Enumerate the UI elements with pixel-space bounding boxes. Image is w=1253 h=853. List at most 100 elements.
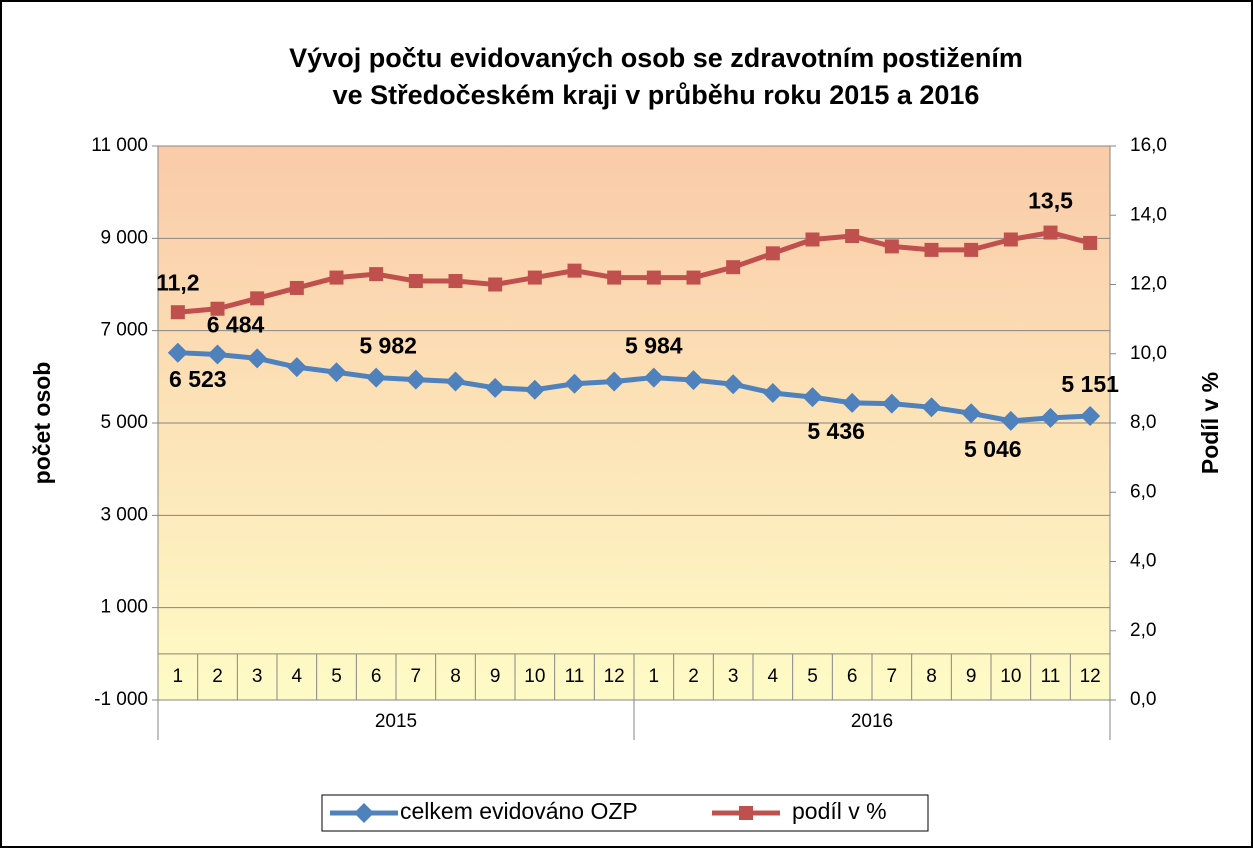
x-tick-label: 5 <box>331 666 342 687</box>
y-tick-label: 1 000 <box>100 597 148 618</box>
point <box>686 270 701 285</box>
chart-title: ve Středočeském kraji v průběhu roku 201… <box>333 80 980 110</box>
point <box>723 374 744 395</box>
point <box>643 367 664 388</box>
point <box>286 357 307 378</box>
point <box>564 373 585 394</box>
point <box>1003 232 1018 247</box>
point <box>247 348 268 369</box>
y-tick-label: -1 000 <box>94 689 148 710</box>
point <box>964 242 979 257</box>
point <box>527 270 542 285</box>
point <box>604 371 625 392</box>
y-tick-label: 9 000 <box>100 227 148 248</box>
point <box>567 263 582 278</box>
point <box>842 392 863 413</box>
data-label: 5 982 <box>359 333 417 359</box>
x-tick-label: 10 <box>1000 666 1021 687</box>
point <box>961 403 982 424</box>
y-tick-label: 3 000 <box>100 504 148 525</box>
y2-tick-label: 4,0 <box>1130 551 1156 572</box>
x-tick-label: 6 <box>371 666 382 687</box>
x-tick-label: 7 <box>887 666 898 687</box>
point <box>845 229 860 244</box>
point <box>607 270 622 285</box>
point <box>726 260 741 275</box>
x-tick-label: 11 <box>1041 666 1061 687</box>
x-tick-label: 6 <box>847 666 858 687</box>
legend-marker <box>354 803 374 823</box>
data-label: 11,2 <box>156 269 200 295</box>
point <box>448 274 463 289</box>
x-tick-label: 7 <box>411 666 422 687</box>
point <box>1043 225 1058 240</box>
data-label: 6 484 <box>207 312 265 338</box>
point <box>369 267 384 282</box>
x-tick-label: 11 <box>565 666 585 687</box>
point <box>762 382 783 403</box>
group-label: 2015 <box>375 711 417 732</box>
x-tick-label: 12 <box>604 666 625 687</box>
y-tick-label: 5 000 <box>100 412 148 433</box>
y2-axis-title: Podíl v % <box>1197 372 1223 474</box>
x-tick-label: 12 <box>1080 666 1101 687</box>
point <box>805 232 820 247</box>
point <box>765 246 780 261</box>
point <box>210 301 225 316</box>
x-tick-label: 4 <box>292 666 303 687</box>
point <box>1083 235 1098 250</box>
point <box>207 344 228 365</box>
x-tick-label: 8 <box>450 666 461 687</box>
legend-label: celkem evidováno OZP <box>400 798 638 824</box>
legend-marker <box>739 806 753 820</box>
point <box>683 370 704 391</box>
point <box>170 305 185 320</box>
y2-tick-label: 6,0 <box>1130 481 1156 502</box>
point <box>289 280 304 295</box>
point <box>1080 406 1101 427</box>
point <box>524 379 545 400</box>
y2-tick-label: 10,0 <box>1130 343 1167 364</box>
point <box>250 291 265 306</box>
chart-title: Vývoj počtu evidovaných osob se zdravotn… <box>289 43 1023 73</box>
point <box>881 393 902 414</box>
data-label: 5 436 <box>807 418 865 444</box>
x-tick-label: 9 <box>490 666 501 687</box>
point <box>488 277 503 292</box>
x-tick-label: 2 <box>688 666 699 687</box>
y-axis-title: počet osob <box>29 362 55 485</box>
point <box>408 274 423 289</box>
point <box>1000 410 1021 431</box>
point <box>924 242 939 257</box>
data-label: 6 523 <box>169 366 227 392</box>
legend-label: podíl v % <box>792 798 887 824</box>
x-tick-label: 2 <box>212 666 223 687</box>
y2-tick-label: 8,0 <box>1130 412 1156 433</box>
x-tick-label: 8 <box>926 666 937 687</box>
point <box>921 397 942 418</box>
data-label: 5 151 <box>1061 371 1119 397</box>
y2-tick-label: 2,0 <box>1130 620 1156 641</box>
point <box>167 342 188 363</box>
x-tick-label: 1 <box>173 666 184 687</box>
point <box>405 369 426 390</box>
point <box>485 377 506 398</box>
data-label: 5 984 <box>625 333 683 359</box>
data-label: 5 046 <box>964 436 1022 462</box>
y-tick-label: 7 000 <box>100 320 148 341</box>
y2-tick-label: 0,0 <box>1130 689 1156 710</box>
point <box>1040 407 1061 428</box>
point <box>445 371 466 392</box>
point <box>366 367 387 388</box>
x-tick-label: 1 <box>649 666 660 687</box>
y-tick-label: 11 000 <box>91 135 148 156</box>
point <box>326 362 347 383</box>
x-tick-label: 4 <box>768 666 779 687</box>
x-tick-label: 10 <box>524 666 545 687</box>
group-label: 2016 <box>851 711 893 732</box>
x-tick-label: 3 <box>252 666 263 687</box>
x-tick-label: 9 <box>966 666 977 687</box>
data-label: 13,5 <box>1028 188 1073 214</box>
y2-tick-label: 16,0 <box>1130 135 1167 156</box>
